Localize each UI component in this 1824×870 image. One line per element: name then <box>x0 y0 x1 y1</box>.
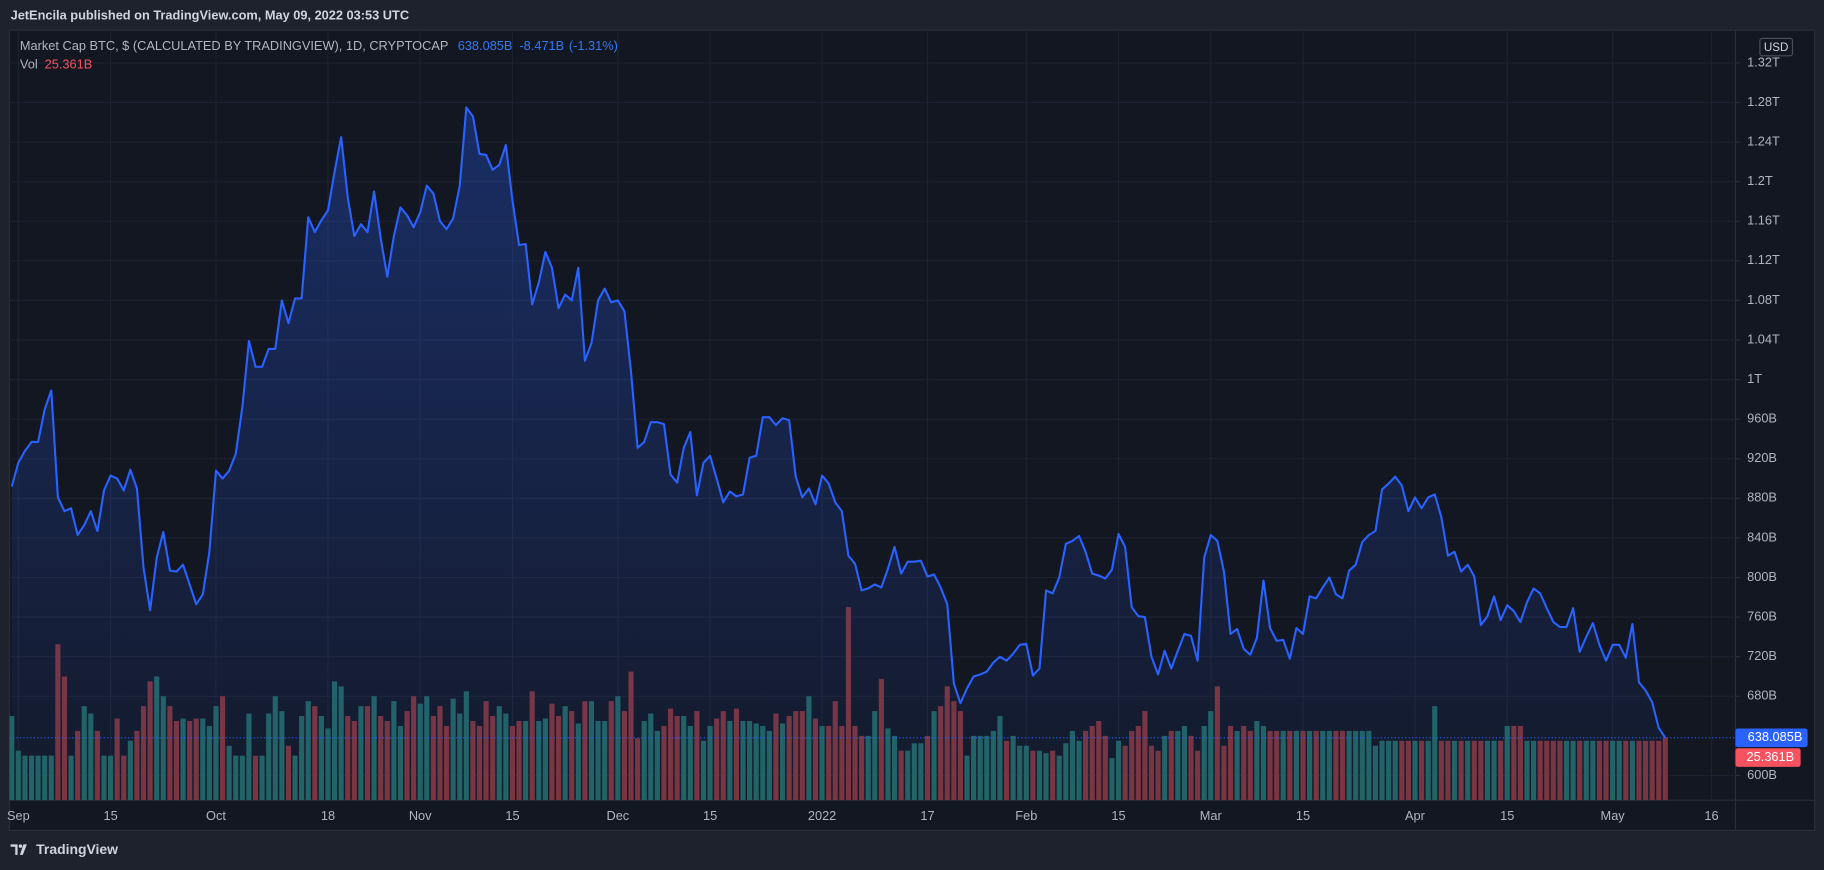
y-tick-label: 880B <box>1747 490 1777 505</box>
x-tick-label: Dec <box>606 808 629 823</box>
x-tick-label: Apr <box>1405 808 1426 823</box>
area <box>11 107 1666 801</box>
y-tick-label: 600B <box>1747 767 1777 782</box>
legend-change-pct: (-1.31%) <box>569 38 618 53</box>
y-tick-label: 1.04T <box>1747 331 1780 346</box>
legend-volume-name: Vol <box>20 57 38 72</box>
x-tick-label: 2022 <box>808 808 836 823</box>
x-tick-label: 15 <box>1296 808 1310 823</box>
x-tick-label: 15 <box>505 808 519 823</box>
x-tick-label: Nov <box>409 808 432 823</box>
last-value-label: 638.085B <box>1748 729 1803 744</box>
last-volume-label: 25.361B <box>1747 749 1795 764</box>
x-tick-label: Mar <box>1200 808 1223 823</box>
x-tick-label: Sep <box>7 808 30 823</box>
x-tick-label: 16 <box>1704 808 1718 823</box>
line <box>10 106 1667 739</box>
y-tick-label: 1.24T <box>1747 133 1780 148</box>
y-tick-label: 1.2T <box>1747 173 1773 188</box>
legend-change: -8.471B <box>519 38 564 53</box>
last-volume-tag <box>1735 748 1801 767</box>
last-value-tag <box>1735 728 1808 748</box>
y-tick-label: 840B <box>1747 529 1777 544</box>
x-tick-label: 15 <box>703 808 717 823</box>
x-tick-label: 15 <box>103 808 117 823</box>
x-tick-label: 15 <box>1111 808 1125 823</box>
legend-symbol: Market Cap BTC, $ (CALCULATED BY TRADING… <box>20 38 449 53</box>
y-tick-label: 800B <box>1747 569 1777 584</box>
y-tick-label: 1.12T <box>1747 252 1780 267</box>
x-tick-label: 15 <box>1500 808 1514 823</box>
y-tick-label: 720B <box>1747 648 1777 663</box>
y-tick-label: 1.08T <box>1747 292 1780 307</box>
publisher: JetEncila published on TradingView.com, … <box>11 8 409 23</box>
currency[interactable]: USD <box>1764 41 1789 54</box>
x-tick-label: 18 <box>321 808 335 823</box>
y-tick-label: 1.28T <box>1747 94 1780 109</box>
y-tick-label: 760B <box>1747 608 1777 623</box>
y-tick-label: 680B <box>1747 688 1777 703</box>
y-tick-label: 1.32T <box>1747 54 1780 69</box>
volume-bar <box>1662 737 1668 801</box>
plot <box>9 106 1736 801</box>
legend-volume-last: 25.361B <box>45 57 93 72</box>
y-tick-label: 1T <box>1747 371 1762 386</box>
brand-logo <box>10 844 27 855</box>
axes: 600B 680B 720B 760B 800B 840B 880B 920B 960B 1T 1.… <box>7 54 1808 823</box>
x-tick-label: Oct <box>206 808 226 823</box>
y-tick-label: 920B <box>1747 450 1777 465</box>
x-tick-label: May <box>1601 808 1626 823</box>
x-tick-label: Feb <box>1015 808 1037 823</box>
y-tick-label: 960B <box>1747 411 1777 426</box>
brand[interactable]: TradingView <box>36 841 118 857</box>
x-tick-label: 17 <box>920 808 934 823</box>
y-tick-label: 1.16T <box>1747 213 1780 228</box>
currency-box[interactable] <box>1759 37 1794 57</box>
legend-last: 638.085B <box>458 38 513 53</box>
